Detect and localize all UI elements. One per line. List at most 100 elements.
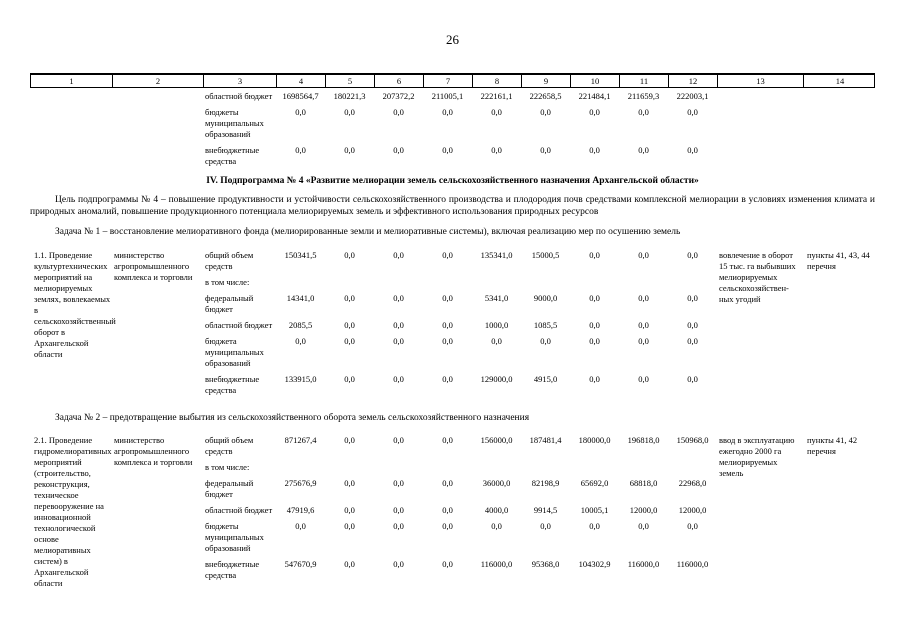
value-cell: 0,0: [687, 373, 698, 384]
column-header-cell: 13: [718, 75, 804, 87]
value-cell: 0,0: [540, 145, 551, 155]
entry-title: 2.1. Проведение гидромелиоративных мероп…: [34, 435, 112, 588]
value-cell: 0,0: [491, 335, 502, 346]
value-cell: 196818,0: [627, 435, 660, 445]
value-cell: 5341,0: [484, 292, 509, 303]
value-cell: 95368,0: [531, 559, 560, 569]
value-cell: 222003,1: [676, 91, 709, 101]
value-cell: 104302,9: [578, 559, 611, 569]
budget-row-label: федеральный бюджет: [205, 478, 254, 499]
value-cell: 207372,2: [382, 91, 415, 101]
column-header-cell: 9: [522, 75, 571, 87]
value-cell: 47919,6: [286, 505, 315, 515]
column-header-cell: 1: [31, 75, 113, 87]
column-header-cell: 2: [113, 75, 204, 87]
value-cell: 0,0: [442, 319, 453, 330]
task-2-paragraph: Задача № 2 – предотвращение выбытия из с…: [55, 412, 530, 423]
value-cell: 0,0: [393, 335, 404, 346]
budget-row-label: федеральный бюджет: [205, 292, 254, 314]
value-cell: 0,0: [295, 107, 306, 117]
value-cell: 135341,0: [480, 249, 513, 260]
value-cell: 0,0: [687, 107, 698, 117]
budget-row-values: 150341,5 0,0 0,0 0,0 135341,0 15000,5: [276, 250, 717, 261]
value-cell: 133915,0: [284, 373, 317, 384]
value-cell: 180221,3: [333, 91, 366, 101]
column-header-cell: 7: [424, 75, 473, 87]
budget-row-label: внебюджетные средства: [205, 145, 260, 166]
value-cell: 0,0: [344, 559, 355, 569]
entry-executor: министерство агропромышленного комплекса…: [114, 435, 193, 467]
value-cell: 0,0: [540, 107, 551, 117]
value-cell: 15000,5: [531, 249, 560, 260]
entry-executor: министерство агропромышленного комплекса…: [114, 249, 193, 282]
value-cell: 0,0: [442, 107, 453, 117]
budget-row-values: 0,0 0,0 0,0 0,0 0,0 0,0 0,0: [276, 521, 717, 532]
value-cell: 0,0: [393, 249, 404, 260]
value-cell: 4915,0: [533, 373, 558, 384]
value-cell: 68818,0: [629, 478, 658, 488]
budget-row-values: 14341,0 0,0 0,0 0,0 5341,0 9000,0 0,0: [276, 293, 717, 304]
value-cell: 0,0: [344, 319, 355, 330]
value-cell: 0,0: [687, 335, 698, 346]
entry-reference: пункты 41, 42 перечня: [807, 435, 858, 456]
budget-row-label: бюджеты муниципальных образований: [205, 107, 264, 139]
value-cell: 0,0: [442, 292, 453, 303]
value-cell: 211659,3: [627, 91, 660, 101]
value-cell: 211005,1: [431, 91, 464, 101]
value-cell: 0,0: [540, 521, 551, 531]
value-cell: 0,0: [638, 145, 649, 155]
value-cell: 0,0: [589, 107, 600, 117]
budget-row-values: 275676,9 0,0 0,0 0,0 36000,0 82198,9 6: [276, 478, 717, 489]
value-cell: 187481,4: [529, 435, 562, 445]
budget-row: общий объем средств 871267,4 0,0 0,0 0,0…: [203, 435, 717, 457]
column-header-cell: 3: [204, 75, 277, 87]
value-cell: 0,0: [638, 335, 649, 346]
budget-row: областной бюджет 47919,6 0,0 0,0 0,0 400…: [203, 505, 717, 516]
value-cell: 150341,5: [284, 249, 317, 260]
value-cell: 0,0: [295, 335, 306, 346]
value-cell: 82198,9: [531, 478, 560, 488]
budget-row-label: бюджета муниципальных образований: [205, 335, 264, 368]
value-cell: 0,0: [589, 335, 600, 346]
value-cell: 221484,1: [578, 91, 611, 101]
column-header-cell: 8: [473, 75, 522, 87]
value-cell: 180000,0: [578, 435, 611, 445]
value-cell: 0,0: [589, 521, 600, 531]
column-header-cell: 11: [620, 75, 669, 87]
column-header-cell: 6: [375, 75, 424, 87]
value-cell: 0,0: [393, 559, 404, 569]
budget-row-label: в том числе:: [205, 462, 250, 472]
budget-row: внебюджетные средства 547670,9 0,0 0,0 0…: [203, 559, 717, 581]
entry-budget-table: общий объем средств 150341,5 0,0 0,0 0,0…: [203, 250, 717, 401]
value-cell: 0,0: [638, 373, 649, 384]
value-cell: 0,0: [393, 373, 404, 384]
value-cell: 0,0: [344, 435, 355, 445]
value-cell: 116000,0: [480, 559, 513, 569]
budget-row-label: областной бюджет: [205, 91, 273, 101]
budget-row: областной бюджет 2085,5 0,0 0,0 0,0 1000…: [203, 320, 717, 331]
value-cell: 0,0: [393, 521, 404, 531]
value-cell: 0,0: [540, 335, 551, 346]
entry-title: 1.1. Проведение культуртехнических мероп…: [34, 249, 116, 359]
entry-reference: пункты 41, 43, 44 перечня: [807, 249, 870, 271]
entry-result: вовлечение в оборот 15 тыс. га выбывших …: [719, 249, 796, 304]
budget-row: в том числе:: [203, 462, 717, 473]
value-cell: 0,0: [393, 145, 404, 155]
budget-row-label: внебюджетные средства: [205, 559, 260, 580]
entry-row-2-1: 2.1. Проведение гидромелиоративных мероп…: [30, 435, 875, 589]
value-cell: 0,0: [491, 145, 502, 155]
value-cell: 0,0: [442, 249, 453, 260]
budget-row-label: общий объем средств: [205, 249, 254, 271]
value-cell: 0,0: [393, 292, 404, 303]
value-cell: 0,0: [442, 478, 453, 488]
budget-row-values: 0,0 0,0 0,0 0,0 0,0 0,0 0,0 0,0: [276, 107, 717, 118]
value-cell: 222658,5: [529, 91, 562, 101]
value-cell: 1000,0: [484, 319, 509, 330]
value-cell: 0,0: [491, 521, 502, 531]
budget-row-label: областной бюджет: [205, 319, 273, 330]
budget-row: бюджета муниципальных образований 0,0 0,…: [203, 336, 717, 369]
budget-row: бюджеты муниципальных образований 0,0 0,…: [203, 107, 875, 140]
budget-row: федеральный бюджет 275676,9 0,0 0,0 0,0 …: [203, 478, 717, 500]
value-cell: 0,0: [442, 145, 453, 155]
